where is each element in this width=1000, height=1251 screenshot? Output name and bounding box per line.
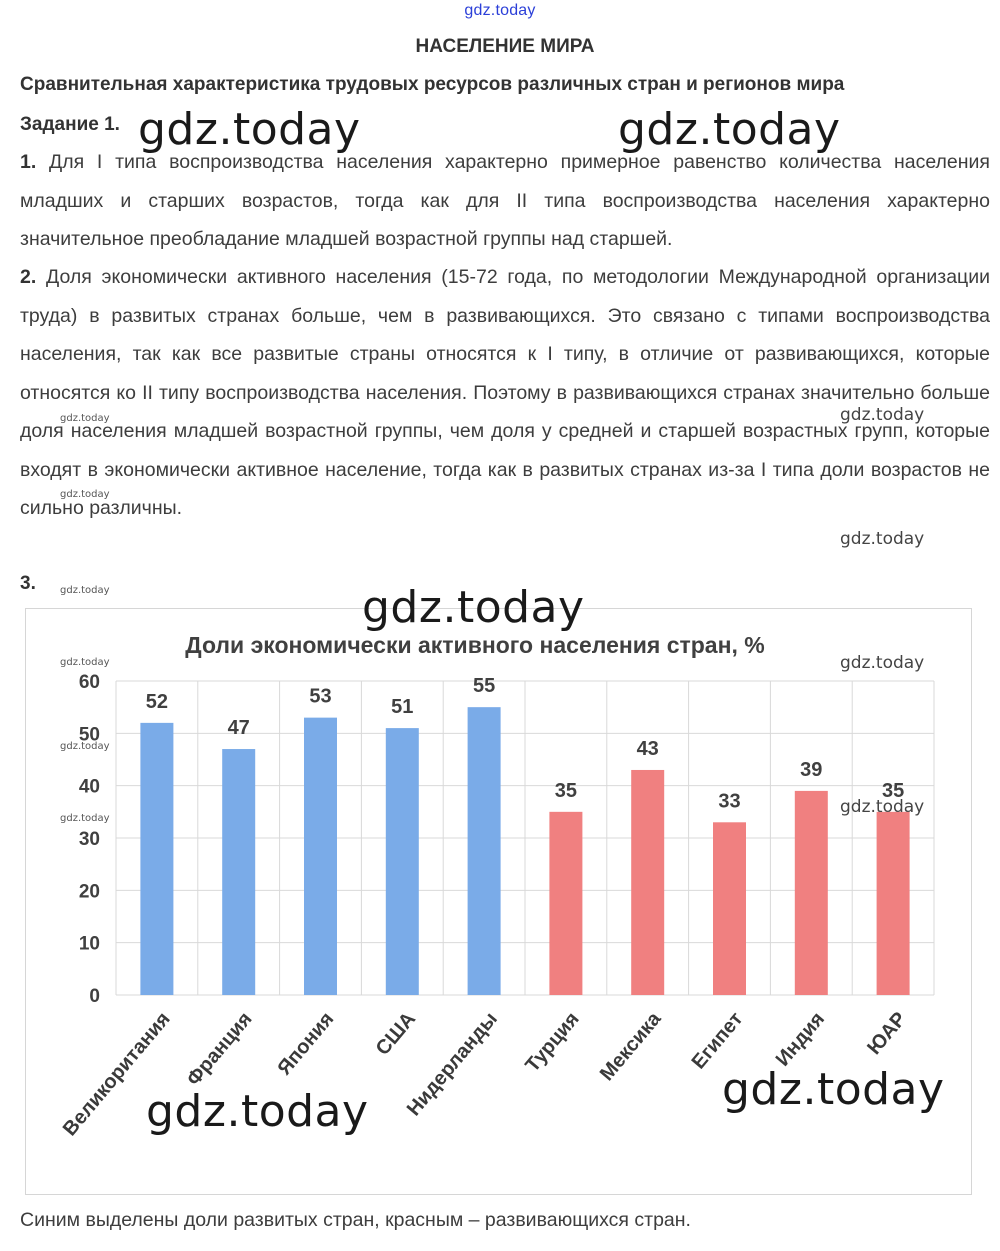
x-tick-label: Япония bbox=[273, 1008, 338, 1079]
bar bbox=[385, 728, 419, 995]
y-tick-label: 0 bbox=[89, 986, 100, 1007]
answer-text-2: Доля экономически активного населения (1… bbox=[20, 266, 991, 519]
task-label: Задание 1. bbox=[20, 114, 120, 135]
bar bbox=[631, 769, 665, 995]
data-label: 35 bbox=[555, 780, 577, 802]
bar-chart: Доли экономически активного населения ст… bbox=[59, 632, 935, 1140]
data-label: 39 bbox=[800, 759, 822, 781]
data-label: 51 bbox=[391, 696, 413, 718]
y-tick-label: 60 bbox=[79, 672, 100, 693]
page-subtitle: Сравнительная характеристика трудовых ре… bbox=[20, 74, 845, 95]
chart-title: Доли экономически активного населения ст… bbox=[185, 632, 764, 658]
answer-paragraph-2: 2. Доля экономически активного населения… bbox=[20, 258, 990, 528]
bar bbox=[713, 822, 746, 995]
data-label: 35 bbox=[882, 780, 904, 802]
answer-number-1: 1. bbox=[20, 151, 37, 173]
x-tick-label: ЮАР bbox=[863, 1008, 911, 1059]
answer-number-3: 3. bbox=[20, 573, 36, 594]
y-tick-label: 50 bbox=[79, 724, 100, 745]
site-watermark-top: gdz.today bbox=[464, 2, 536, 19]
data-label: 33 bbox=[718, 790, 740, 812]
watermark: gdz.today bbox=[840, 529, 925, 549]
page-title: НАСЕЛЕНИЕ МИРА bbox=[415, 36, 595, 57]
chart-frame: Доли экономически активного населения ст… bbox=[25, 608, 972, 1195]
y-tick-label: 30 bbox=[79, 829, 100, 850]
bar bbox=[794, 790, 828, 995]
data-label: 53 bbox=[309, 686, 331, 708]
bar bbox=[140, 722, 174, 995]
x-tick-label: Франция bbox=[183, 1008, 257, 1090]
bar bbox=[549, 811, 583, 995]
x-tick-label: Великоритания bbox=[59, 1008, 175, 1140]
watermark: gdz.today bbox=[60, 585, 110, 596]
y-tick-label: 20 bbox=[79, 881, 100, 902]
x-tick-label: Мексика bbox=[596, 1007, 666, 1085]
bar bbox=[304, 717, 337, 995]
x-tick-label: Турция bbox=[521, 1008, 583, 1076]
x-tick-label: США bbox=[372, 1008, 420, 1060]
y-tick-label: 10 bbox=[79, 934, 100, 955]
bar bbox=[467, 707, 501, 995]
x-tick-label: Индия bbox=[772, 1008, 829, 1070]
data-label: 55 bbox=[473, 675, 495, 697]
data-label: 47 bbox=[228, 717, 250, 739]
y-tick-label: 40 bbox=[79, 777, 100, 798]
answer-paragraph-1: 1. Для I типа воспроизводства населения … bbox=[20, 143, 990, 259]
x-tick-label: Египет bbox=[688, 1008, 748, 1073]
answer-number-2: 2. bbox=[20, 266, 37, 288]
bar bbox=[222, 749, 256, 995]
data-label: 43 bbox=[637, 738, 659, 760]
answer-text-1: Для I типа воспроизводства населения хар… bbox=[20, 151, 990, 250]
chart-caption: Синим выделены доли развитых стран, крас… bbox=[20, 1209, 691, 1231]
data-label: 52 bbox=[146, 691, 168, 713]
bar bbox=[876, 811, 910, 995]
